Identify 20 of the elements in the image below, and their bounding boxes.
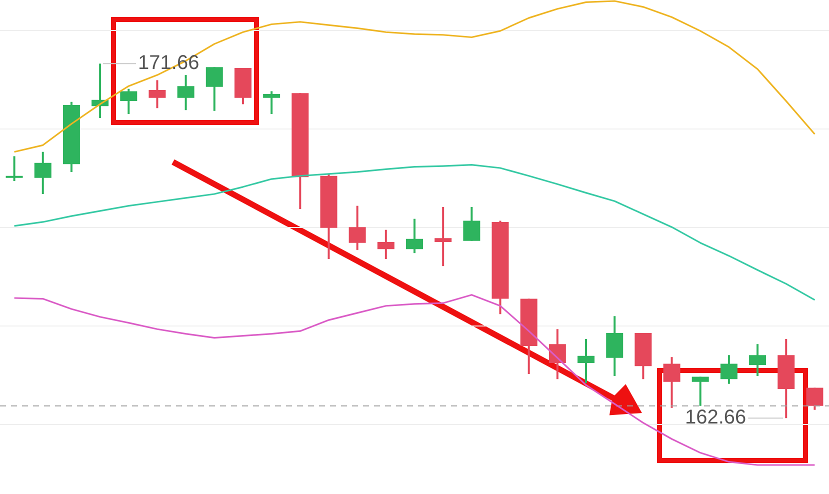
candlestick [206, 66, 223, 112]
annotation: 162.66 [684, 406, 746, 429]
candlestick [720, 354, 738, 385]
candlestick [177, 74, 194, 112]
candlestick [6, 155, 23, 182]
candlestick [34, 150, 52, 196]
candlestick [663, 356, 680, 409]
candlestick [692, 376, 709, 407]
candlestick [263, 90, 280, 116]
candlestick [463, 206, 480, 242]
candlestick [348, 204, 366, 251]
candlestick [120, 88, 138, 116]
candlestick [806, 386, 824, 411]
candlestick [578, 338, 595, 384]
candlestick [148, 79, 166, 110]
candlestick [406, 218, 423, 254]
candlestick [377, 228, 394, 260]
candlestick [434, 206, 452, 268]
candlestick [548, 328, 566, 380]
candlestick [749, 343, 766, 377]
